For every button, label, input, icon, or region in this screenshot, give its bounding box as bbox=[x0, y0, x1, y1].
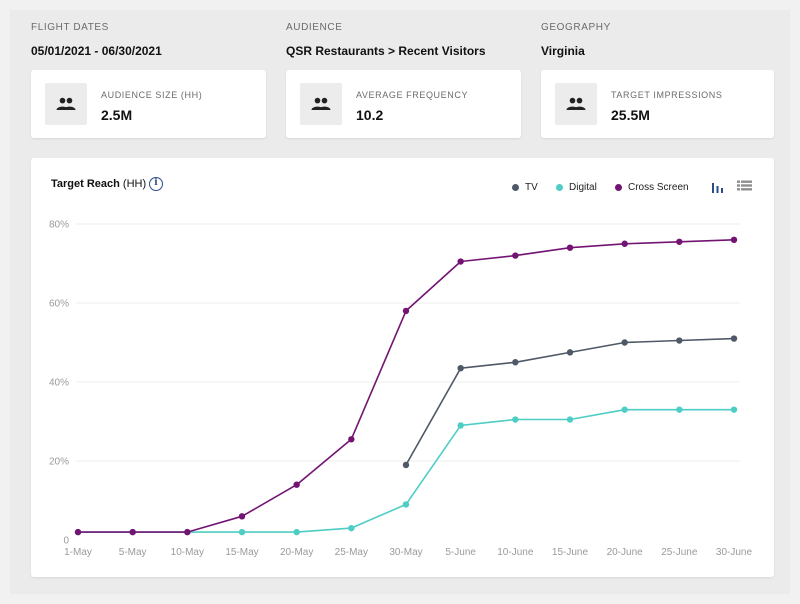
target-impressions-label: TARGET IMPRESSIONS bbox=[611, 90, 723, 100]
data-point-cross-screen bbox=[129, 528, 136, 536]
target-reach-line-chart: 0 20% 40% 60% 80% 1-May 5-May 10-May 15-May 20-Ma… bbox=[49, 220, 753, 559]
x-tick-label: 30-May bbox=[389, 547, 422, 558]
data-point-tv bbox=[512, 359, 519, 366]
average-frequency-card: AVERAGE FREQUENCY 10.2 bbox=[286, 70, 521, 138]
average-frequency-label: AVERAGE FREQUENCY bbox=[356, 90, 469, 100]
data-point-cross-screen bbox=[512, 252, 519, 259]
legend-item-digital[interactable]: Digital bbox=[556, 182, 597, 193]
legend-dot-cross-screen bbox=[615, 184, 622, 191]
target-impressions-card: TARGET IMPRESSIONS 25.5M bbox=[541, 70, 774, 138]
data-point-digital bbox=[512, 416, 519, 423]
audience-size-value: 2.5M bbox=[101, 107, 133, 123]
data-point-tv bbox=[621, 339, 628, 346]
x-tick-label: 15-May bbox=[225, 547, 258, 558]
data-point-cross-screen bbox=[566, 244, 574, 251]
x-tick-label: 20-May bbox=[280, 547, 313, 558]
y-tick-label: 80% bbox=[49, 220, 69, 231]
data-point-digital bbox=[621, 406, 628, 413]
data-point-digital bbox=[566, 416, 574, 423]
data-point-tv bbox=[566, 349, 574, 356]
data-point-cross-screen bbox=[74, 528, 82, 536]
series-line-tv bbox=[405, 337, 735, 466]
legend-dot-tv bbox=[512, 184, 519, 191]
flight-dates-block: FLIGHT DATES 05/01/2021 - 06/30/2021 bbox=[31, 22, 162, 58]
data-point-cross-screen bbox=[238, 513, 246, 520]
legend-label-digital: Digital bbox=[569, 182, 597, 193]
data-point-cross-screen bbox=[184, 528, 191, 536]
geography-block: GEOGRAPHY Virginia bbox=[541, 22, 611, 58]
data-point-tv bbox=[676, 337, 683, 344]
geography-value: Virginia bbox=[541, 44, 585, 58]
info-icon[interactable]: i bbox=[149, 177, 163, 191]
data-point-cross-screen bbox=[457, 258, 464, 265]
target-impressions-value: 25.5M bbox=[611, 107, 650, 123]
y-tick-label: 20% bbox=[49, 457, 69, 468]
audience-block: AUDIENCE QSR Restaurants > Recent Visito… bbox=[286, 22, 486, 58]
x-tick-label: 30-June bbox=[716, 547, 753, 558]
audience-value: QSR Restaurants > Recent Visitors bbox=[286, 44, 486, 58]
chart-title-bold: Target Reach bbox=[51, 178, 120, 190]
x-tick-label: 25-May bbox=[335, 547, 368, 558]
x-tick-label: 10-May bbox=[171, 547, 204, 558]
x-tick-label: 5-May bbox=[119, 547, 147, 558]
x-tick-label: 20-June bbox=[607, 547, 644, 558]
data-point-digital bbox=[238, 528, 246, 536]
data-point-digital bbox=[348, 524, 355, 532]
x-tick-label: 5-June bbox=[445, 547, 476, 558]
flight-dates-value: 05/01/2021 - 06/30/2021 bbox=[31, 44, 162, 58]
legend-dot-digital bbox=[556, 184, 563, 191]
data-point-digital bbox=[457, 422, 464, 429]
flight-dates-label: FLIGHT DATES bbox=[31, 22, 109, 33]
x-tick-label: 1-May bbox=[64, 547, 92, 558]
data-point-tv bbox=[457, 364, 464, 372]
data-point-cross-screen bbox=[621, 240, 628, 247]
x-tick-label: 10-June bbox=[497, 547, 534, 558]
data-point-tv bbox=[730, 335, 738, 342]
geography-label: GEOGRAPHY bbox=[541, 22, 611, 33]
y-tick-label: 40% bbox=[49, 378, 69, 389]
table-view-icon[interactable] bbox=[737, 180, 752, 198]
x-tick-label: 15-June bbox=[552, 547, 589, 558]
legend-item-tv[interactable]: TV bbox=[512, 182, 538, 193]
data-point-cross-screen bbox=[402, 307, 410, 315]
data-point-digital bbox=[676, 406, 683, 413]
data-point-tv bbox=[402, 461, 410, 469]
bar-chart-view-icon[interactable] bbox=[711, 180, 724, 198]
data-point-digital bbox=[730, 406, 738, 413]
people-icon bbox=[45, 83, 87, 125]
people-icon bbox=[300, 83, 342, 125]
chart-title: Target Reach (HH) bbox=[51, 178, 146, 190]
data-point-cross-screen bbox=[730, 236, 738, 243]
data-point-digital bbox=[402, 501, 410, 508]
data-point-cross-screen bbox=[293, 481, 300, 488]
data-point-cross-screen bbox=[348, 436, 355, 443]
average-frequency-value: 10.2 bbox=[356, 107, 384, 123]
series-line-digital bbox=[78, 408, 734, 533]
legend-label-tv: TV bbox=[525, 182, 538, 193]
y-tick-label: 0 bbox=[63, 536, 69, 547]
people-icon bbox=[555, 83, 597, 125]
target-reach-chart-card: Target Reach (HH) i TV Digital Cross Scr… bbox=[31, 158, 774, 577]
audience-size-card: AUDIENCE SIZE (HH) 2.5M bbox=[31, 70, 266, 138]
series-line-cross-screen bbox=[78, 239, 735, 533]
data-point-cross-screen bbox=[676, 238, 683, 245]
audience-size-label: AUDIENCE SIZE (HH) bbox=[101, 90, 203, 100]
chart-title-suffix: (HH) bbox=[119, 178, 147, 190]
legend-item-cross-screen[interactable]: Cross Screen bbox=[615, 182, 689, 193]
audience-label: AUDIENCE bbox=[286, 22, 343, 33]
data-point-digital bbox=[293, 528, 300, 536]
x-tick-label: 25-June bbox=[661, 547, 698, 558]
y-tick-label: 60% bbox=[49, 299, 69, 310]
legend-label-cross-screen: Cross Screen bbox=[628, 182, 689, 193]
